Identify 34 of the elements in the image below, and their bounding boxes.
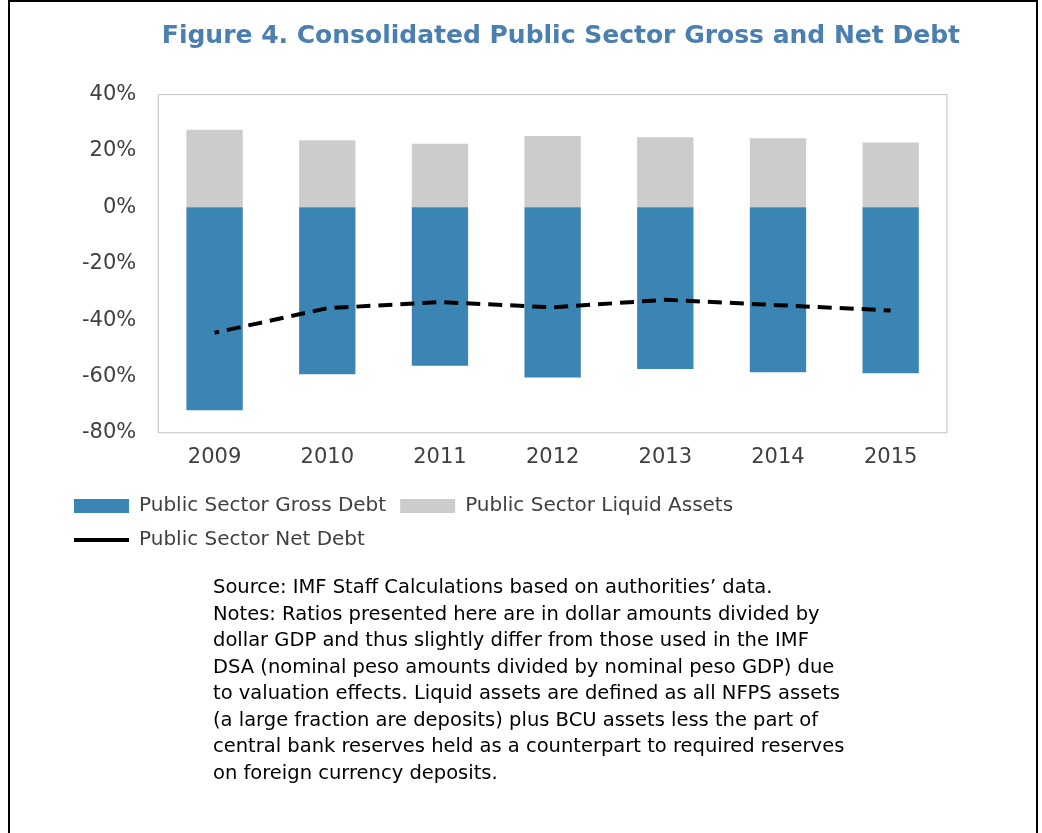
y-tick-label: -20% [81, 250, 137, 275]
bar [299, 207, 356, 375]
y-tick-label: 20% [89, 137, 137, 162]
bar [186, 207, 243, 411]
bar [299, 140, 356, 208]
y-tick-label: -60% [81, 362, 137, 387]
source-note: Source: IMF Staff Calculations based on authorities’ data. Notes: Ratios presented here are in dollar amounts divided by dollar GDP and thus slightly differ from those used in the IMF DSA (nominal peso amounts divided by nominal peso GDP) due to valuation effects. Liquid assets are defined as all NFPS assets (a large fraction are deposits) plus BCU assets less the part of central bank reserves held as a counterpart to required reserves on foreign currency deposits. [213, 574, 846, 786]
bar [862, 142, 919, 208]
y-tick-label: -40% [81, 306, 137, 331]
line-series [212, 297, 893, 335]
bar [637, 207, 694, 370]
x-tick-label: 2010 [300, 443, 354, 468]
bar [524, 136, 581, 208]
bar [749, 138, 807, 208]
legend-label: Public Sector Liquid Assets [465, 492, 734, 517]
legend-label: Public Sector Net Debt [139, 526, 366, 551]
legend-label: Public Sector Gross Debt [139, 492, 387, 517]
x-tick-label: 2011 [413, 443, 467, 468]
y-tick-label: 0% [102, 193, 137, 218]
x-tick-label: 2013 [638, 443, 693, 468]
bar [749, 207, 807, 373]
x-tick-label: 2015 [863, 443, 918, 468]
x-tick-label: 2014 [751, 443, 805, 468]
x-tick-label: 2012 [525, 443, 580, 468]
y-tick-label: 40% [89, 81, 137, 106]
y-tick-label: -80% [81, 419, 137, 444]
bar [862, 207, 919, 374]
bar [637, 137, 694, 208]
bar [186, 129, 243, 208]
chart-title: Figure 4. Consolidated Public Sector Gross and Net Debt [160, 20, 960, 49]
bar [411, 143, 469, 208]
x-tick-label: 2009 [187, 443, 242, 468]
bar [524, 207, 581, 378]
bar [411, 207, 469, 366]
